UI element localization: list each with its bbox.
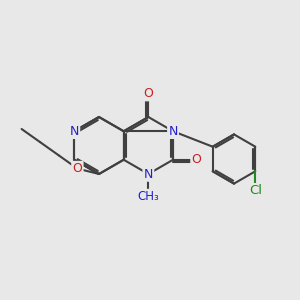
Text: O: O	[191, 153, 201, 166]
Text: O: O	[73, 162, 82, 175]
Text: CH₃: CH₃	[137, 190, 159, 203]
Text: Cl: Cl	[249, 184, 262, 197]
Text: N: N	[144, 167, 153, 181]
Text: O: O	[143, 87, 153, 100]
Text: N: N	[168, 125, 178, 138]
Text: N: N	[70, 125, 79, 138]
